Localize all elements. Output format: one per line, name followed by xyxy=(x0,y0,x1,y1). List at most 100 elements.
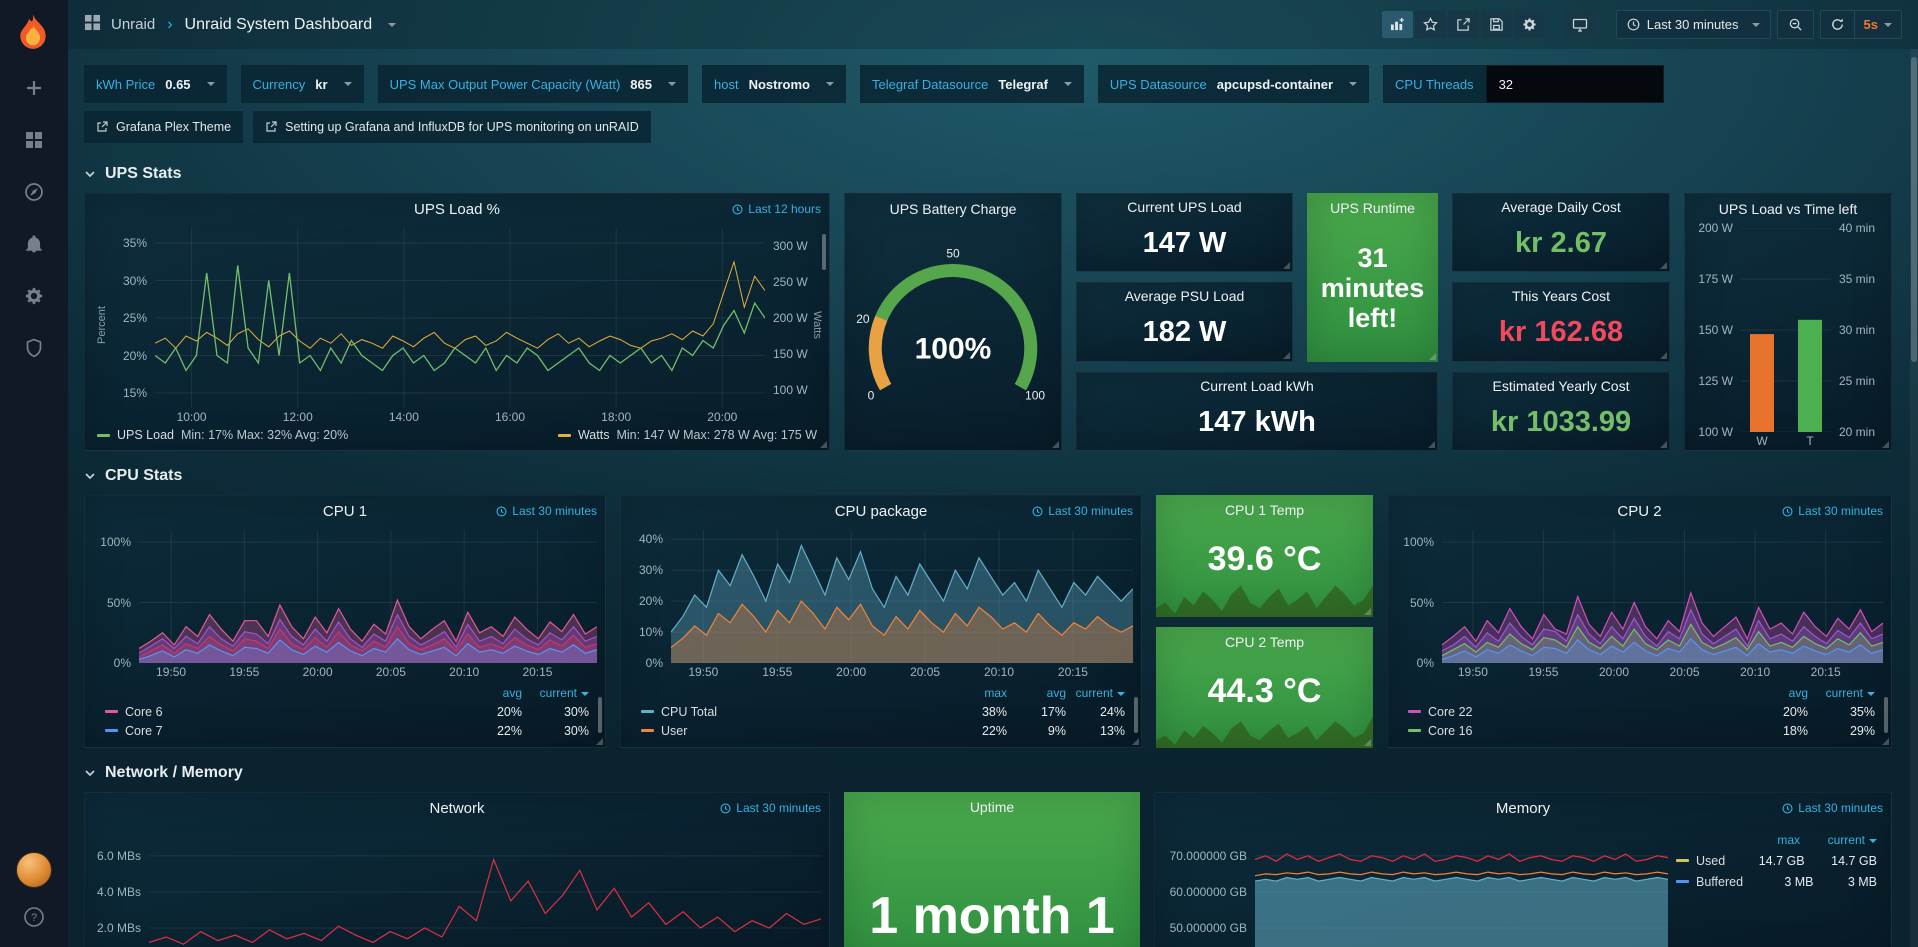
dashboards-grid-icon[interactable] xyxy=(24,130,44,155)
panel-title[interactable]: CPU 2 Temp xyxy=(1224,633,1305,650)
dashboard-settings-button[interactable] xyxy=(1513,11,1545,38)
panel-title[interactable]: Network xyxy=(429,799,485,817)
legend-scrollbar[interactable] xyxy=(1884,697,1888,733)
cycle-view-monitor-button[interactable] xyxy=(1564,11,1596,38)
legend-col-current[interactable]: current xyxy=(1073,686,1125,700)
var-host[interactable]: host Nostromo xyxy=(702,65,846,103)
ups-bar-chart[interactable]: 200 W 175 W 150 W 125 W 100 W W T 40 min 35 min 3… xyxy=(1698,221,1876,448)
configuration-gear-icon[interactable] xyxy=(24,286,44,311)
create-plus-icon[interactable] xyxy=(24,78,44,103)
ups-load-chart[interactable]: 35% 30% 25% 20% 15% 10:00 12:00 14:00 16:00 18:00… xyxy=(95,228,824,424)
cpu1-chart[interactable]: 100% 50% 0% 19:50 19:55 20:00 20:05 20:10 20:15 xyxy=(85,526,605,681)
legend-scrollbar[interactable] xyxy=(1134,697,1138,733)
var-value[interactable]: kr xyxy=(315,76,328,92)
var-value[interactable]: 0.65 xyxy=(165,76,191,92)
var-value[interactable]: Telegraf xyxy=(998,76,1048,92)
panel-title[interactable]: Estimated Yearly Cost xyxy=(1492,377,1630,394)
chevron-down-icon[interactable] xyxy=(388,22,397,31)
panel-title[interactable]: Average PSU Load xyxy=(1124,288,1245,305)
panel-title[interactable]: UPS Runtime xyxy=(1330,200,1415,216)
legend-item[interactable]: CPU Total 38% 17% 24% xyxy=(641,702,1125,721)
panel-time-override[interactable]: Last 30 minutes xyxy=(720,801,821,815)
var-value[interactable]: 865 xyxy=(630,76,652,92)
var-currency[interactable]: Currency kr xyxy=(240,65,364,103)
panel-title[interactable]: CPU 1 xyxy=(322,502,368,520)
cpu2-chart[interactable]: 100% 50% 0% 19:50 19:55 20:00 20:05 20:10 20:15 xyxy=(1388,526,1891,681)
legend-scrollbar[interactable] xyxy=(598,697,602,733)
legend-item[interactable]: Core 7 22% 30% xyxy=(105,721,589,740)
legend-item[interactable]: Used 14.7 GB 14.7 GB xyxy=(1676,850,1877,871)
panel-time-override[interactable]: Last 30 minutes xyxy=(1032,504,1133,518)
panel-time-override[interactable]: Last 12 hours xyxy=(732,202,821,216)
panel-title[interactable]: CPU 2 xyxy=(1617,502,1662,520)
var-ups-datasource[interactable]: UPS Datasource apcupsd-container xyxy=(1097,65,1370,103)
legend-col-current[interactable]: current xyxy=(1807,833,1877,847)
panel-title[interactable]: UPS Load % xyxy=(414,200,500,218)
panel-title[interactable]: CPU package xyxy=(834,502,928,520)
user-avatar[interactable] xyxy=(16,852,52,888)
panel-time-override[interactable]: Last 30 minutes xyxy=(496,504,597,518)
section-header-ups-stats[interactable]: UPS Stats xyxy=(68,149,1918,193)
panel-title[interactable]: UPS Load vs Time left xyxy=(1718,201,1858,217)
grafana-logo-icon[interactable] xyxy=(14,12,54,56)
section-header-cpu-stats[interactable]: CPU Stats xyxy=(68,451,1918,495)
save-button[interactable] xyxy=(1480,11,1512,38)
legend-item[interactable]: UPS Load Min: 17% Max: 32% Avg: 20% xyxy=(97,428,348,442)
legend-item[interactable]: Core 22 20% 35% xyxy=(1408,702,1875,721)
panel-title[interactable]: Memory xyxy=(1495,799,1551,817)
legend-item[interactable]: Core 6 20% 30% xyxy=(105,702,589,721)
breadcrumb-grid-icon[interactable] xyxy=(84,14,101,36)
var-ups-max-output[interactable]: UPS Max Output Power Capacity (Watt) 865 xyxy=(377,65,688,103)
panel-title[interactable]: This Years Cost xyxy=(1511,288,1611,305)
admin-shield-icon[interactable] xyxy=(24,338,44,363)
time-override-label: Last 30 minutes xyxy=(736,801,821,815)
var-telegraf-datasource[interactable]: Telegraf Datasource Telegraf xyxy=(859,65,1084,103)
zoom-out-button[interactable] xyxy=(1776,10,1814,39)
link-grafana-plex-theme[interactable]: Grafana Plex Theme xyxy=(84,111,244,143)
battery-gauge-chart[interactable]: 0 20 50 100 100% xyxy=(845,224,1061,455)
legend-col-avg[interactable]: avg xyxy=(1788,685,1808,700)
legend-col-avg[interactable]: avg xyxy=(502,685,522,700)
panel-time-override[interactable]: Last 30 minutes xyxy=(1782,504,1883,518)
time-range-picker[interactable]: Last 30 minutes xyxy=(1615,10,1771,39)
page-scrollbar-thumb[interactable] xyxy=(1911,57,1917,362)
help-icon[interactable]: ? xyxy=(23,906,45,933)
legend-item[interactable]: User 22% 9% 13% xyxy=(641,721,1125,740)
section-header-network-memory[interactable]: Network / Memory xyxy=(68,748,1918,792)
legend-item[interactable]: Watts Min: 147 W Max: 278 W Avg: 175 W xyxy=(557,428,817,442)
legend-col-current[interactable]: current xyxy=(529,686,589,700)
panel-title[interactable]: Uptime xyxy=(969,799,1015,815)
legend-col-max[interactable]: max xyxy=(984,685,1007,700)
refresh-button[interactable] xyxy=(1821,11,1854,38)
panel-title[interactable]: Current UPS Load xyxy=(1127,199,1242,215)
network-chart[interactable]: 6.0 MBs 4.0 MBs 2.0 MBs xyxy=(85,823,829,947)
refresh-interval-picker[interactable]: 5s xyxy=(1853,11,1901,38)
legend: max current Used 14.7 GB 14.7 GB xyxy=(1676,823,1891,947)
add-panel-button[interactable] xyxy=(1381,11,1413,38)
legend-item[interactable]: Core 16 18% 29% xyxy=(1408,721,1875,740)
legend-col-avg[interactable]: avg xyxy=(1046,685,1066,700)
var-kwh-price[interactable]: kWh Price 0.65 xyxy=(84,65,227,103)
cpu-threads-input[interactable] xyxy=(1485,65,1664,103)
legend-item[interactable]: Buffered 3 MB 3 MB xyxy=(1676,871,1877,892)
link-ups-monitoring-guide[interactable]: Setting up Grafana and InfluxDB for UPS … xyxy=(253,111,651,143)
memory-chart[interactable]: 70.000000 GB 60.000000 GB 50.000000 GB xyxy=(1155,823,1676,947)
panel-time-override[interactable]: Last 30 minutes xyxy=(1782,801,1883,815)
panel-title[interactable]: Average Daily Cost xyxy=(1501,199,1621,215)
panel-title[interactable]: CPU 1 Temp xyxy=(1224,502,1305,518)
series-name: Core 22 xyxy=(1428,704,1473,719)
dashboard-title[interactable]: Unraid System Dashboard xyxy=(184,15,373,33)
legend-col-current[interactable]: current xyxy=(1815,686,1875,700)
explore-compass-icon[interactable] xyxy=(24,182,44,207)
var-value[interactable]: Nostromo xyxy=(748,76,810,92)
panel-scrollbar[interactable] xyxy=(822,234,826,270)
alerting-bell-icon[interactable] xyxy=(24,234,44,259)
panel-title[interactable]: Current Load kWh xyxy=(1200,377,1314,394)
panel-title[interactable]: UPS Battery Charge xyxy=(889,201,1017,217)
share-button[interactable] xyxy=(1447,11,1479,38)
cpu-package-chart[interactable]: 40% 30% 20% 10% 0% 19:50 19:55 20:00 20:05 20:10 2… xyxy=(621,526,1141,681)
legend-col-max[interactable]: max xyxy=(1777,832,1800,847)
var-value[interactable]: apcupsd-container xyxy=(1216,76,1334,92)
star-button[interactable] xyxy=(1414,11,1446,38)
breadcrumb-app[interactable]: Unraid xyxy=(111,16,156,33)
